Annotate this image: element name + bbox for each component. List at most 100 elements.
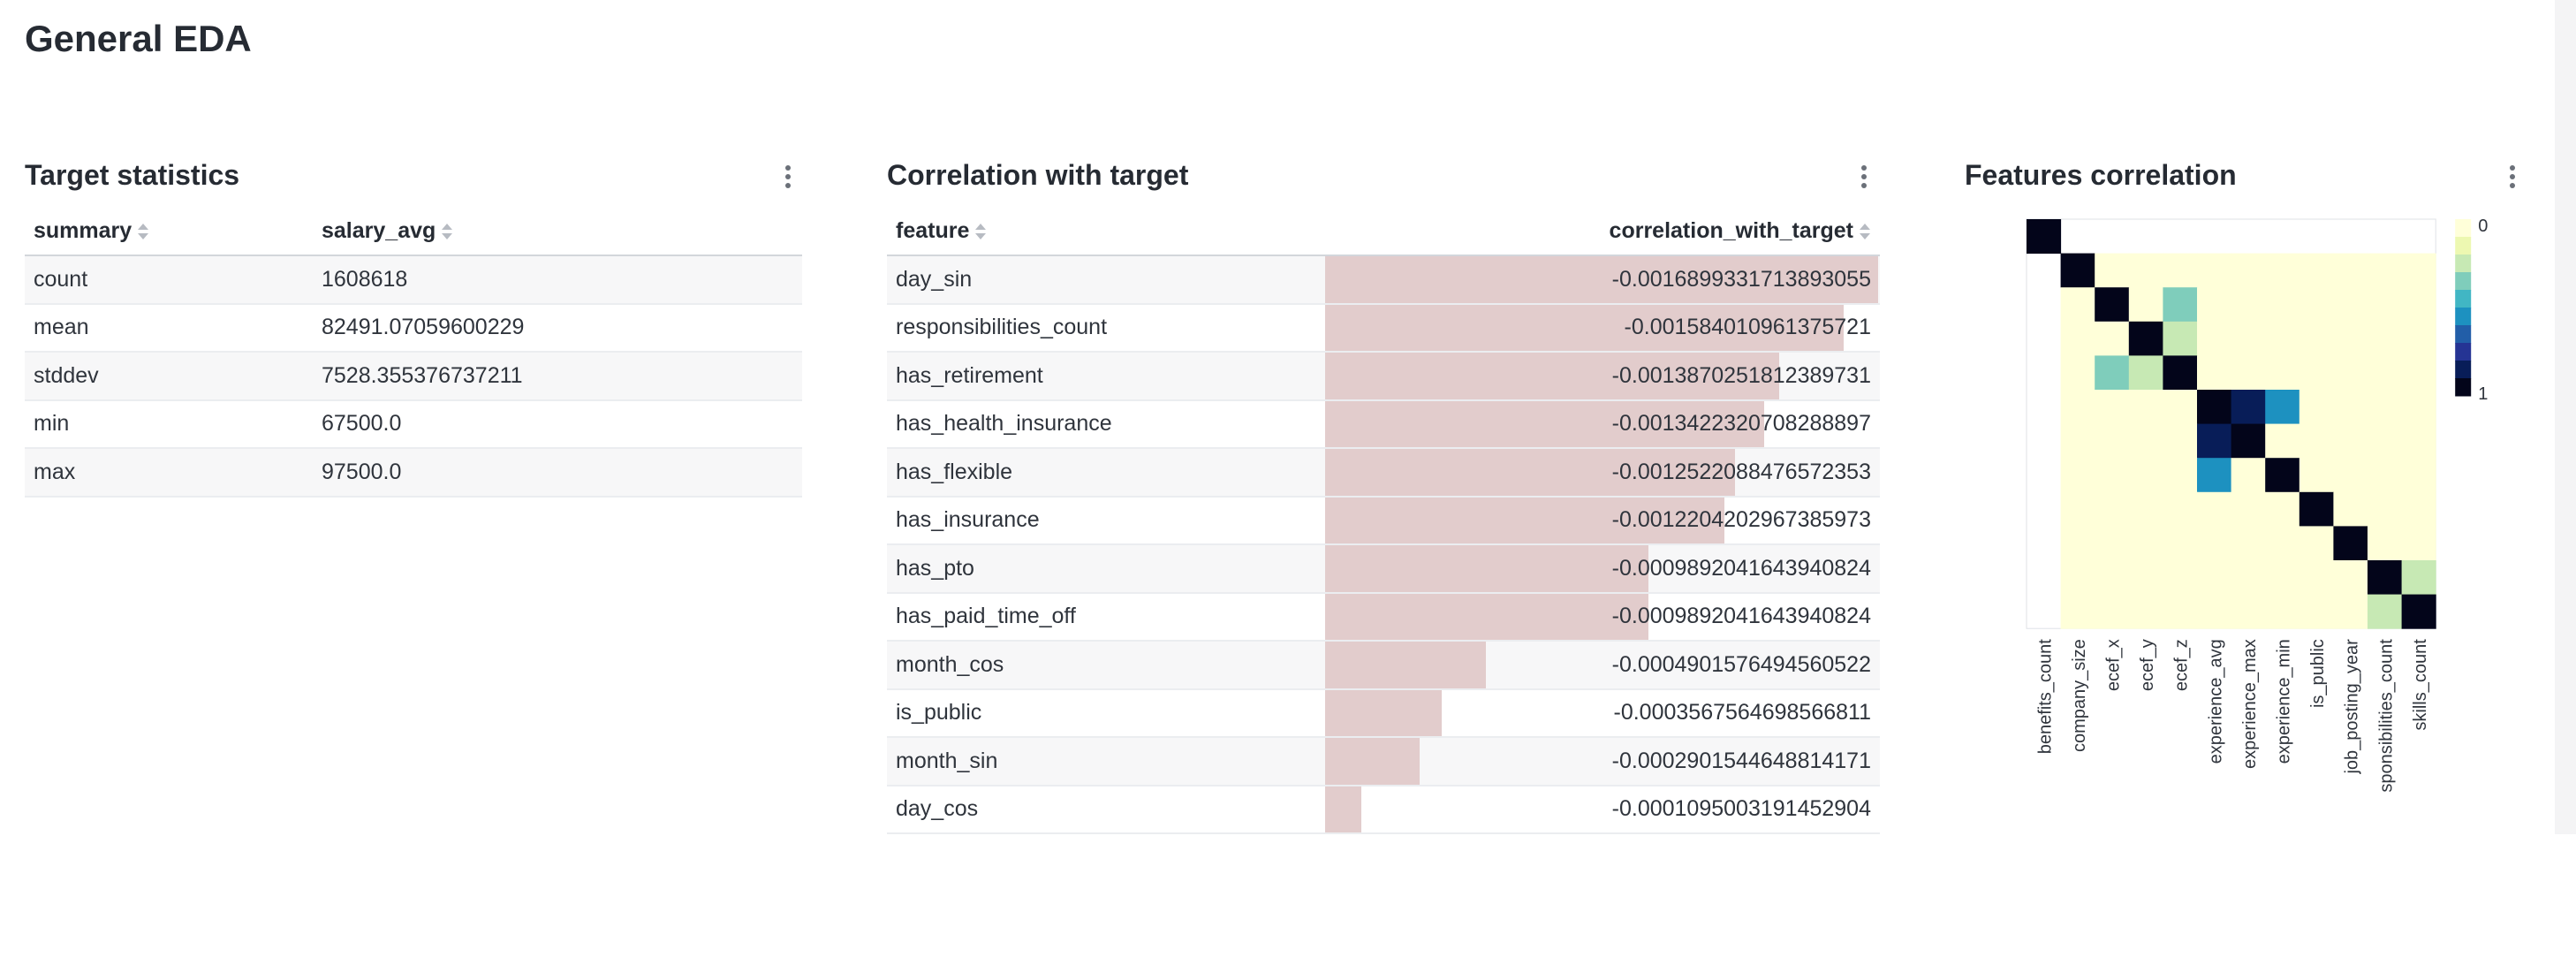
- heatmap-cell: [2265, 458, 2300, 493]
- correlation-bar: [1325, 786, 1361, 832]
- feature-cell: has_insurance: [887, 496, 1325, 545]
- correlation-value: -0.0013422320708288897: [1611, 411, 1871, 437]
- feature-cell: is_public: [887, 688, 1325, 738]
- sort-icon[interactable]: [1859, 222, 1871, 241]
- heatmap-cell: [2265, 491, 2300, 527]
- x-tick-label: ecef_y: [2138, 639, 2157, 691]
- page-title: General EDA: [25, 18, 252, 59]
- column-header-correlation[interactable]: correlation_with_target: [1325, 207, 1880, 256]
- sort-icon[interactable]: [974, 222, 987, 241]
- heatmap-cell: [2333, 560, 2368, 596]
- heatmap-cell: [2197, 423, 2232, 459]
- colorbar-min-label: 0: [2478, 217, 2488, 236]
- summary-cell: count: [25, 255, 313, 305]
- table-row: count 1608618: [25, 255, 802, 305]
- more-options-icon[interactable]: [779, 159, 797, 194]
- heatmap-cell: [2231, 287, 2266, 323]
- colorbar-segment: [2455, 308, 2472, 326]
- heatmap-cell: [2265, 526, 2300, 561]
- table-row: is_public -0.0003567564698566811: [887, 688, 1880, 738]
- sort-icon[interactable]: [137, 222, 149, 241]
- feature-cell: day_cos: [887, 785, 1325, 834]
- heatmap-cell: [2163, 423, 2198, 459]
- summary-cell: max: [25, 448, 313, 498]
- correlation-bar: [1325, 642, 1486, 688]
- colorbar-segment: [2455, 361, 2472, 379]
- heatmap-cell: [2401, 355, 2436, 391]
- table-row: day_cos -0.00010950031914529​04: [887, 785, 1880, 834]
- sort-icon[interactable]: [441, 222, 453, 241]
- colorbar-segment: [2455, 237, 2472, 255]
- heatmap-cell: [2299, 526, 2334, 561]
- correlation-value: -0.0015840109613757​21: [1624, 315, 1871, 340]
- correlation-bar: [1325, 400, 1765, 447]
- column-header-summary[interactable]: summary: [25, 207, 313, 256]
- heatmap-cell: [2095, 355, 2130, 391]
- heatmap-cell: [2095, 253, 2130, 288]
- heatmap-cell: [2095, 560, 2130, 596]
- colorbar-segment: [2455, 272, 2472, 291]
- correlation-cell: -0.0002901544648814171: [1325, 737, 1880, 786]
- heatmap-cell: [2060, 423, 2095, 459]
- heatmap-cell: [2299, 458, 2334, 493]
- heatmap-cell: [2163, 390, 2198, 425]
- heatmap-cell: [2265, 560, 2300, 596]
- x-tick-label: experience_max: [2240, 639, 2260, 769]
- heatmap-cell: [2333, 423, 2368, 459]
- heatmap-cell: [2163, 491, 2198, 527]
- feature-cell: has_paid_time_off: [887, 592, 1325, 642]
- correlation-bar: [1325, 256, 1878, 303]
- summary-cell: min: [25, 399, 313, 449]
- correlation-bar: [1325, 304, 1844, 351]
- heatmap-cell: [2231, 355, 2266, 391]
- heatmap-cell: [2368, 526, 2403, 561]
- heatmap-cell: [2265, 390, 2300, 425]
- heatmap-cell: [2333, 253, 2368, 288]
- correlation-cell: -0.0003567564698566811: [1325, 688, 1880, 738]
- correlation-value: -0.0009892041643940824: [1611, 555, 1871, 581]
- feature-cell: responsibilities_count: [887, 303, 1325, 353]
- heatmap-cell: [2368, 355, 2403, 391]
- page-scrollbar[interactable]: [2555, 0, 2576, 834]
- heatmap-cell: [2368, 560, 2403, 596]
- correlation-table-scroll[interactable]: feature correlation_with_target day_sin -0.…: [887, 207, 1880, 965]
- x-tick-label: job_posting_year: [2343, 639, 2362, 775]
- heatmap-cell: [2095, 287, 2130, 323]
- heatmap-cell: [2231, 321, 2266, 356]
- correlation-cell: -0.00010950031914529​04: [1325, 785, 1880, 834]
- heatmap-cell: [2197, 594, 2232, 629]
- correlation-value: -0.0016899331713893055: [1611, 266, 1871, 292]
- heatmap-cell: [2197, 458, 2232, 493]
- heatmap-cell: [2333, 526, 2368, 561]
- heatmap-cell: [2060, 287, 2095, 323]
- column-header-feature[interactable]: feature: [887, 207, 1325, 256]
- correlation-cell: -0.0004901576494560522: [1325, 641, 1880, 690]
- heatmap-cell: [2128, 423, 2163, 459]
- value-cell: 7528.355376737211: [313, 352, 802, 401]
- heatmap-cell: [2299, 253, 2334, 288]
- x-tick-label: is_public: [2308, 639, 2328, 708]
- heatmap-cell: [2231, 491, 2266, 527]
- more-options-icon[interactable]: [1855, 159, 1873, 194]
- heatmap-cell: [2163, 355, 2198, 391]
- heatmap-cell: [2333, 355, 2368, 391]
- correlation-bar: [1325, 449, 1735, 496]
- heatmap-cell: [2060, 491, 2095, 527]
- heatmap-cell: [2060, 390, 2095, 425]
- heatmap-cell: [2095, 423, 2130, 459]
- heatmap-cell: [2060, 355, 2095, 391]
- panel-title: Correlation with target: [887, 159, 1189, 191]
- more-options-icon[interactable]: [2504, 159, 2521, 194]
- heatmap-cell: [2401, 458, 2436, 493]
- colorbar-segment: [2455, 219, 2472, 238]
- heatmap-cell: [2401, 560, 2436, 596]
- heatmap-cell: [2128, 287, 2163, 323]
- column-header-salary-avg[interactable]: salary_avg: [313, 207, 802, 256]
- correlation-cell: -0.0013422320708288897: [1325, 399, 1880, 449]
- feature-cell: has_pto: [887, 544, 1325, 594]
- colorbar-segment: [2455, 378, 2472, 397]
- correlation-cell: -0.0013870251812389731: [1325, 352, 1880, 401]
- heatmap-cell: [2368, 287, 2403, 323]
- heatmap-cell: [2060, 526, 2095, 561]
- x-tick-label: company_size: [2070, 639, 2089, 752]
